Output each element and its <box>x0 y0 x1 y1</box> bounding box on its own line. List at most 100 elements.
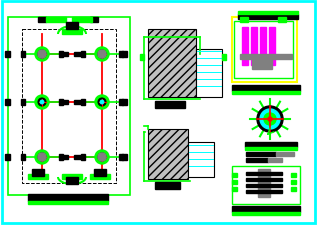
Bar <box>222 55 226 61</box>
Circle shape <box>98 153 106 161</box>
Bar <box>94 169 106 176</box>
Circle shape <box>38 153 46 161</box>
Bar <box>234 22 293 79</box>
Bar <box>246 152 276 156</box>
Bar <box>276 152 294 156</box>
Bar <box>74 53 82 57</box>
Bar <box>188 142 214 177</box>
Circle shape <box>40 53 44 56</box>
Bar <box>291 180 296 184</box>
Bar <box>5 52 10 58</box>
Bar <box>21 154 25 160</box>
Bar <box>59 52 63 58</box>
Bar <box>59 99 63 106</box>
Circle shape <box>38 99 46 106</box>
Bar <box>46 18 66 23</box>
Bar <box>238 15 298 20</box>
Bar <box>60 101 68 105</box>
Bar <box>246 172 282 175</box>
Circle shape <box>95 150 109 164</box>
Bar <box>155 101 185 108</box>
Bar <box>74 101 82 105</box>
Bar <box>21 52 25 58</box>
Bar <box>232 173 237 177</box>
Bar <box>260 28 266 66</box>
Circle shape <box>38 51 46 59</box>
Bar <box>269 28 275 66</box>
Circle shape <box>35 96 49 110</box>
Bar <box>122 52 127 58</box>
Bar <box>28 201 108 204</box>
Bar <box>245 142 297 147</box>
Bar <box>66 177 78 184</box>
Bar <box>62 30 82 35</box>
Circle shape <box>260 110 280 129</box>
Bar <box>119 99 123 106</box>
Bar <box>8 18 130 195</box>
Bar <box>32 169 44 176</box>
Bar <box>246 184 282 187</box>
Bar <box>60 53 68 57</box>
Bar <box>196 50 222 98</box>
Circle shape <box>257 106 283 132</box>
Bar <box>122 154 127 160</box>
Bar <box>5 154 10 160</box>
Bar <box>232 18 297 83</box>
Bar <box>22 30 116 183</box>
Circle shape <box>38 51 46 58</box>
Bar <box>81 99 85 106</box>
Bar <box>72 18 92 23</box>
Circle shape <box>35 150 49 164</box>
Bar <box>119 52 123 58</box>
Bar <box>278 18 286 23</box>
Circle shape <box>98 51 106 58</box>
Bar <box>81 154 85 160</box>
Bar <box>62 174 82 179</box>
Bar <box>148 30 196 98</box>
Bar <box>258 169 270 197</box>
Bar <box>245 147 297 150</box>
Bar <box>232 212 300 215</box>
Bar <box>232 92 300 94</box>
Circle shape <box>95 96 109 110</box>
Bar <box>38 18 46 23</box>
Bar <box>28 174 48 179</box>
Bar <box>5 99 10 106</box>
Bar <box>59 154 63 160</box>
Circle shape <box>100 53 104 56</box>
Bar <box>268 158 282 162</box>
Bar <box>252 58 272 70</box>
Bar <box>140 55 144 61</box>
Bar <box>90 174 110 179</box>
Bar <box>122 99 127 106</box>
Circle shape <box>264 113 276 126</box>
Circle shape <box>98 99 106 106</box>
Bar <box>81 52 85 58</box>
Bar <box>291 173 296 177</box>
Bar <box>242 28 248 66</box>
Circle shape <box>98 153 106 161</box>
Bar <box>66 23 78 30</box>
Circle shape <box>100 155 104 159</box>
Circle shape <box>98 51 106 59</box>
Bar <box>119 154 123 160</box>
Bar <box>232 86 300 92</box>
Bar <box>90 18 98 23</box>
Bar <box>238 12 298 15</box>
Circle shape <box>38 153 46 161</box>
Bar <box>251 28 257 66</box>
Bar <box>28 194 108 201</box>
Bar <box>232 166 300 204</box>
Bar <box>246 190 282 193</box>
Circle shape <box>40 101 44 104</box>
Bar <box>240 55 292 60</box>
Bar <box>232 206 300 212</box>
Bar <box>60 155 68 159</box>
Bar <box>246 158 268 162</box>
Bar <box>155 182 180 189</box>
Bar <box>148 30 196 98</box>
Bar <box>148 129 188 179</box>
Bar <box>232 187 237 191</box>
Bar <box>148 129 188 179</box>
Circle shape <box>35 48 49 62</box>
